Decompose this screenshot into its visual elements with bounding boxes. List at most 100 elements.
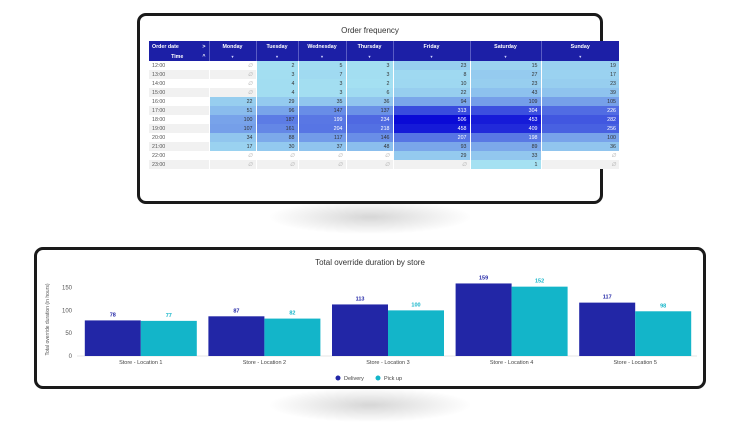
- heatmap-cell: 7: [297, 70, 346, 79]
- x-category-label: Store - Location 2: [243, 360, 286, 366]
- sort-toggle-icon[interactable]: ▾: [540, 52, 619, 61]
- x-category-label: Store - Location 1: [119, 360, 162, 366]
- y-tick-label: 100: [62, 308, 73, 314]
- sort-toggle-icon[interactable]: ▾: [345, 52, 393, 61]
- empty-value-icon: ∅: [392, 160, 470, 169]
- time-label: 15:00: [149, 88, 209, 97]
- heatmap-cell: 48: [345, 142, 393, 151]
- heatmap-cell: 94: [392, 97, 470, 106]
- heatmap-cell: 234: [345, 115, 393, 124]
- heatmap-row: 12:00 ∅ 2 5 3 23 15 19: [149, 61, 619, 70]
- time-label: 16:00: [149, 97, 209, 106]
- bar-pickup: [511, 286, 568, 356]
- time-label: 19:00: [149, 124, 209, 133]
- order-frequency-card: Order frequency Order date > Monday Tuesd…: [137, 13, 619, 204]
- empty-value-icon: ∅: [345, 160, 393, 169]
- day-column-header[interactable]: Thursday: [345, 41, 393, 52]
- sort-toggle-icon[interactable]: ▾: [297, 52, 346, 61]
- x-category-label: Store - Location 4: [490, 360, 533, 366]
- heatmap-cell: 29: [392, 151, 470, 160]
- heatmap-cell: 96: [255, 106, 298, 115]
- bar-delivery: [208, 316, 265, 356]
- data-label: 100: [411, 302, 420, 308]
- day-column-header[interactable]: Monday: [208, 41, 256, 52]
- heatmap-cell: 23: [540, 79, 619, 88]
- heatmap-cell: 100: [208, 115, 256, 124]
- heatmap-row: 21:00 17 30 37 48 93 89 36: [149, 142, 619, 151]
- bar-pickup: [264, 318, 321, 356]
- legend-swatch: [375, 375, 381, 381]
- heatmap-cell: 207: [392, 133, 470, 142]
- y-tick-label: 0: [69, 354, 73, 360]
- heatmap-cell: 34: [208, 133, 256, 142]
- heatmap-cell: 23: [392, 61, 470, 70]
- heatmap-cell: 187: [255, 115, 298, 124]
- heatmap-cell: 409: [469, 124, 541, 133]
- heatmap-cell: 198: [469, 133, 541, 142]
- sort-toggle-icon[interactable]: ▾: [469, 52, 541, 61]
- heatmap-cell: 15: [469, 61, 541, 70]
- legend-swatch: [335, 375, 341, 381]
- heatmap-cell: 51: [208, 106, 256, 115]
- heatmap-cell: 107: [208, 124, 256, 133]
- heatmap-row: 13:00 ∅ 3 7 3 8 27 17: [149, 70, 619, 79]
- bar-pickup: [388, 310, 444, 356]
- heatmap-cell: 199: [297, 115, 346, 124]
- chevron-up-icon[interactable]: ^: [202, 53, 206, 60]
- heatmap-row: 22:00 ∅ ∅ ∅ ∅ 29 33 ∅: [149, 151, 619, 160]
- heatmap-cell: 33: [469, 151, 541, 160]
- heatmap-cell: 8: [392, 70, 470, 79]
- data-label: 113: [356, 296, 365, 302]
- empty-value-icon: ∅: [297, 151, 346, 160]
- chevron-right-icon[interactable]: >: [202, 43, 206, 50]
- data-label: 82: [289, 311, 295, 317]
- day-column-header[interactable]: Friday: [392, 41, 470, 52]
- data-label: 152: [535, 279, 544, 285]
- legend-label: Pick up: [384, 376, 402, 382]
- y-axis-title: Total override duration (in hours): [45, 283, 51, 355]
- day-column-header[interactable]: Tuesday: [255, 41, 298, 52]
- heatmap-cell: 22: [208, 97, 256, 106]
- column-dimension-header[interactable]: Time ^: [149, 52, 209, 61]
- time-label: 18:00: [149, 115, 209, 124]
- heatmap-cell: 4: [255, 79, 298, 88]
- heatmap-row: 15:00 ∅ 4 3 6 22 43 39: [149, 88, 619, 97]
- sort-toggle-icon[interactable]: ▾: [208, 52, 256, 61]
- heatmap-cell: 3: [345, 61, 393, 70]
- sort-header-row: Time ^ ▾ ▾ ▾ ▾ ▾ ▾ ▾: [149, 52, 619, 61]
- y-tick-label: 150: [62, 286, 73, 292]
- bar-delivery: [579, 302, 636, 356]
- heatmap-cell: 22: [392, 88, 470, 97]
- heatmap-cell: 19: [540, 61, 619, 70]
- heatmap-cell: 35: [297, 97, 346, 106]
- day-column-header[interactable]: Wednesday: [297, 41, 346, 52]
- heatmap-cell: 37: [297, 142, 346, 151]
- data-label: 78: [110, 312, 116, 318]
- heatmap-cell: 29: [255, 97, 298, 106]
- card-shadow: [270, 200, 470, 234]
- row-dimension-label: Order date: [152, 43, 179, 50]
- day-column-header[interactable]: Sunday: [540, 41, 619, 52]
- legend-label: Delivery: [344, 376, 364, 382]
- empty-value-icon: ∅: [540, 151, 619, 160]
- row-dimension-header[interactable]: Order date >: [149, 41, 209, 52]
- heatmap-cell: 100: [540, 133, 619, 142]
- heatmap-cell: 93: [392, 142, 470, 151]
- heatmap-row: 17:00 51 96 147 137 313 304 226: [149, 106, 619, 115]
- sort-toggle-icon[interactable]: ▾: [255, 52, 298, 61]
- heatmap-cell: 1: [469, 160, 541, 169]
- x-category-label: Store - Location 3: [366, 360, 409, 366]
- day-column-header[interactable]: Saturday: [469, 41, 541, 52]
- heatmap-cell: 161: [255, 124, 298, 133]
- empty-value-icon: ∅: [208, 160, 256, 169]
- heatmap-cell: 218: [345, 124, 393, 133]
- sort-toggle-icon[interactable]: ▾: [392, 52, 470, 61]
- heatmap-cell: 458: [392, 124, 470, 133]
- data-label: 98: [660, 303, 666, 309]
- empty-value-icon: ∅: [208, 151, 256, 160]
- heatmap-cell: 256: [540, 124, 619, 133]
- heatmap-cell: 6: [345, 88, 393, 97]
- heatmap-cell: 313: [392, 106, 470, 115]
- heatmap-cell: 147: [297, 106, 346, 115]
- heatmap-cell: 204: [297, 124, 346, 133]
